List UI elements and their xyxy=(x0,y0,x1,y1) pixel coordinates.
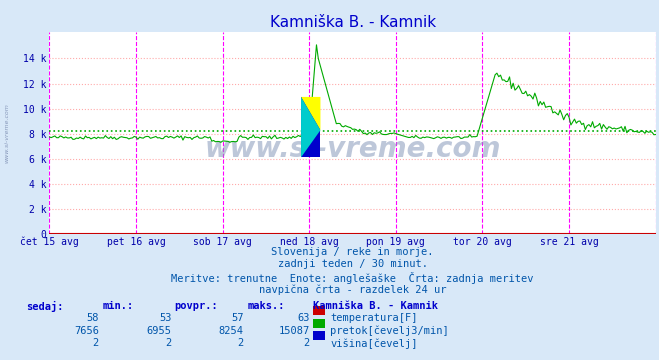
Text: temperatura[F]: temperatura[F] xyxy=(330,313,418,323)
Text: 7656: 7656 xyxy=(74,326,99,336)
Text: 2: 2 xyxy=(304,338,310,348)
Text: Meritve: trenutne  Enote: anglešaške  Črta: zadnja meritev: Meritve: trenutne Enote: anglešaške Črta… xyxy=(171,272,534,284)
Text: www.si-vreme.com: www.si-vreme.com xyxy=(4,103,9,163)
Text: www.si-vreme.com: www.si-vreme.com xyxy=(204,135,501,163)
Polygon shape xyxy=(301,97,320,130)
Text: višina[čevelj]: višina[čevelj] xyxy=(330,338,418,349)
Text: 6955: 6955 xyxy=(146,326,171,336)
Text: 2: 2 xyxy=(238,338,244,348)
Text: 57: 57 xyxy=(231,313,244,323)
Text: pretok[čevelj3/min]: pretok[čevelj3/min] xyxy=(330,326,449,336)
Text: 58: 58 xyxy=(86,313,99,323)
Text: 53: 53 xyxy=(159,313,171,323)
Text: sedaj:: sedaj: xyxy=(26,301,64,312)
Text: Kamniška B. - Kamnik: Kamniška B. - Kamnik xyxy=(313,301,438,311)
Text: 2: 2 xyxy=(165,338,171,348)
Text: maks.:: maks.: xyxy=(247,301,285,311)
Text: zadnji teden / 30 minut.: zadnji teden / 30 minut. xyxy=(277,259,428,269)
Polygon shape xyxy=(301,97,320,157)
Text: Slovenija / reke in morje.: Slovenija / reke in morje. xyxy=(272,247,434,257)
Text: 15087: 15087 xyxy=(279,326,310,336)
Text: navpična črta - razdelek 24 ur: navpična črta - razdelek 24 ur xyxy=(259,284,446,295)
Title: Kamniška B. - Kamnik: Kamniška B. - Kamnik xyxy=(270,15,436,30)
Bar xyxy=(301,97,320,157)
Text: 2: 2 xyxy=(93,338,99,348)
Text: 8254: 8254 xyxy=(219,326,244,336)
Text: povpr.:: povpr.: xyxy=(175,301,218,311)
Text: min.:: min.: xyxy=(102,301,133,311)
Text: 63: 63 xyxy=(297,313,310,323)
